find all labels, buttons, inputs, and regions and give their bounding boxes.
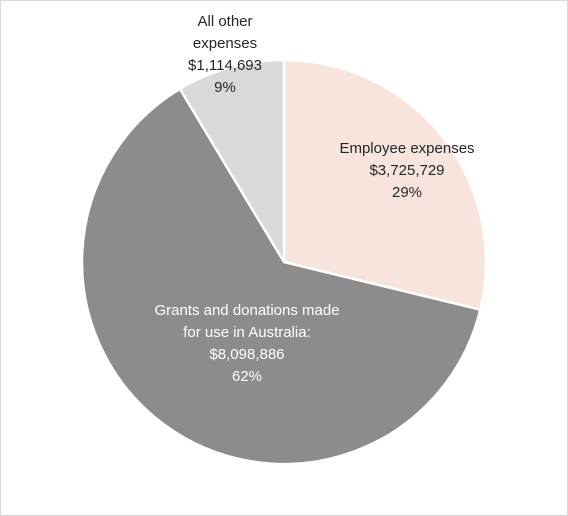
pie-slice-0	[282, 58, 488, 311]
slice-amount-2: $1,114,693	[188, 57, 262, 74]
pie-slice-2	[178, 58, 286, 264]
slice-label-line-0-0: Employee expenses	[339, 140, 474, 157]
slice-amount-1: $8,098,886	[209, 346, 284, 363]
pie-slice-1	[80, 87, 482, 466]
slice-label-line-2-0: All other	[197, 13, 252, 30]
slice-label-line-2-1: expenses	[193, 35, 257, 52]
slice-label-line-1-0: Grants and donations made	[154, 302, 339, 319]
slice-label-line-1-1: for use in Australia:	[183, 324, 311, 341]
slice-label-1: Grants and donations made for use in Aust…	[154, 302, 339, 385]
slice-percent-0: 29%	[392, 184, 422, 201]
pie-data-labels: Employee expenses $3,725,729 29% Grants and…	[154, 13, 474, 385]
slice-amount-0: $3,725,729	[369, 162, 444, 179]
slice-percent-1: 62%	[232, 368, 262, 385]
pie-slices	[80, 58, 488, 466]
slice-label-2: All other expenses $1,114,693 9%	[188, 13, 262, 96]
slice-label-0: Employee expenses $3,725,729 29%	[339, 140, 474, 201]
slice-percent-2: 9%	[214, 79, 236, 96]
